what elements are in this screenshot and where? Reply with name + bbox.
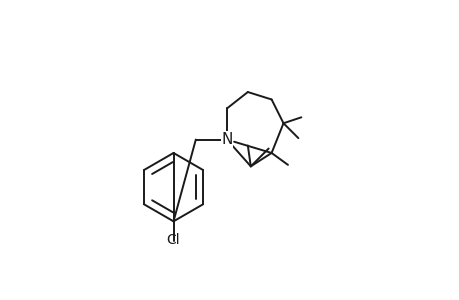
Text: Cl: Cl: [166, 232, 180, 247]
Text: N: N: [221, 132, 232, 147]
